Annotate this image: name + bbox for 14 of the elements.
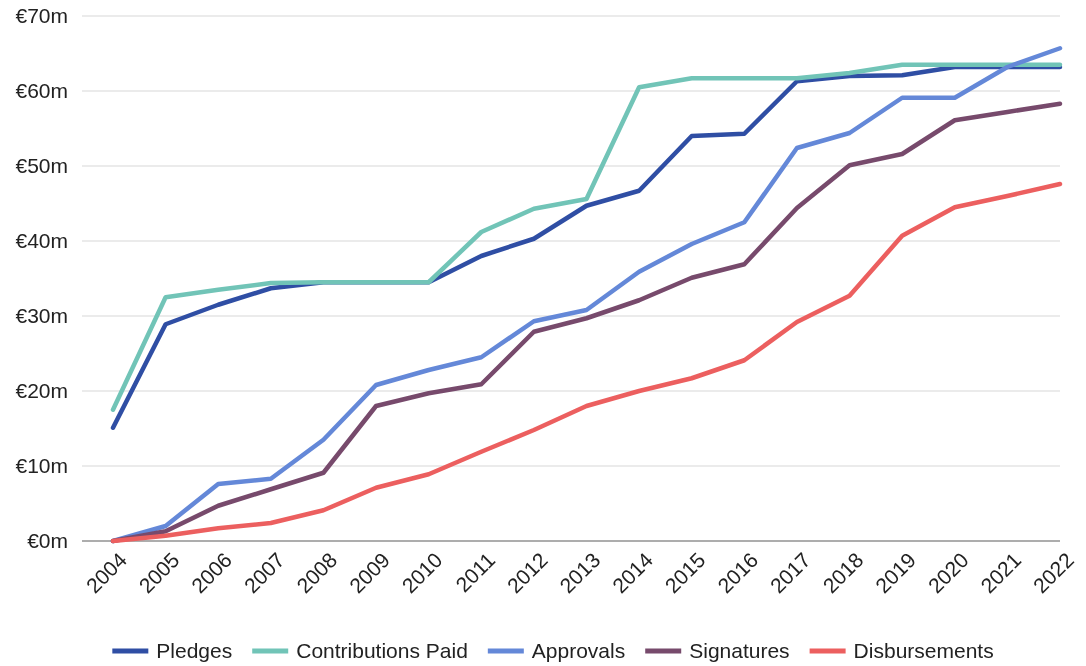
y-tick-label: €60m	[15, 79, 68, 103]
y-tick-label: €70m	[15, 4, 68, 28]
legend-label: Pledges	[156, 639, 233, 663]
y-tick-label: €30m	[15, 304, 68, 328]
y-tick-label: €40m	[15, 229, 68, 253]
line-series	[110, 181, 1063, 544]
legend-label: Signatures	[689, 639, 790, 663]
y-tick-label: €50m	[15, 154, 68, 178]
y-tick-label: €20m	[15, 379, 68, 403]
y-tick-label: €0m	[27, 529, 68, 553]
legend-label: Approvals	[531, 639, 626, 663]
legend-label: Disbursements	[853, 639, 994, 663]
legend-label: Contributions Paid	[296, 639, 468, 663]
y-tick-label: €10m	[15, 454, 68, 478]
